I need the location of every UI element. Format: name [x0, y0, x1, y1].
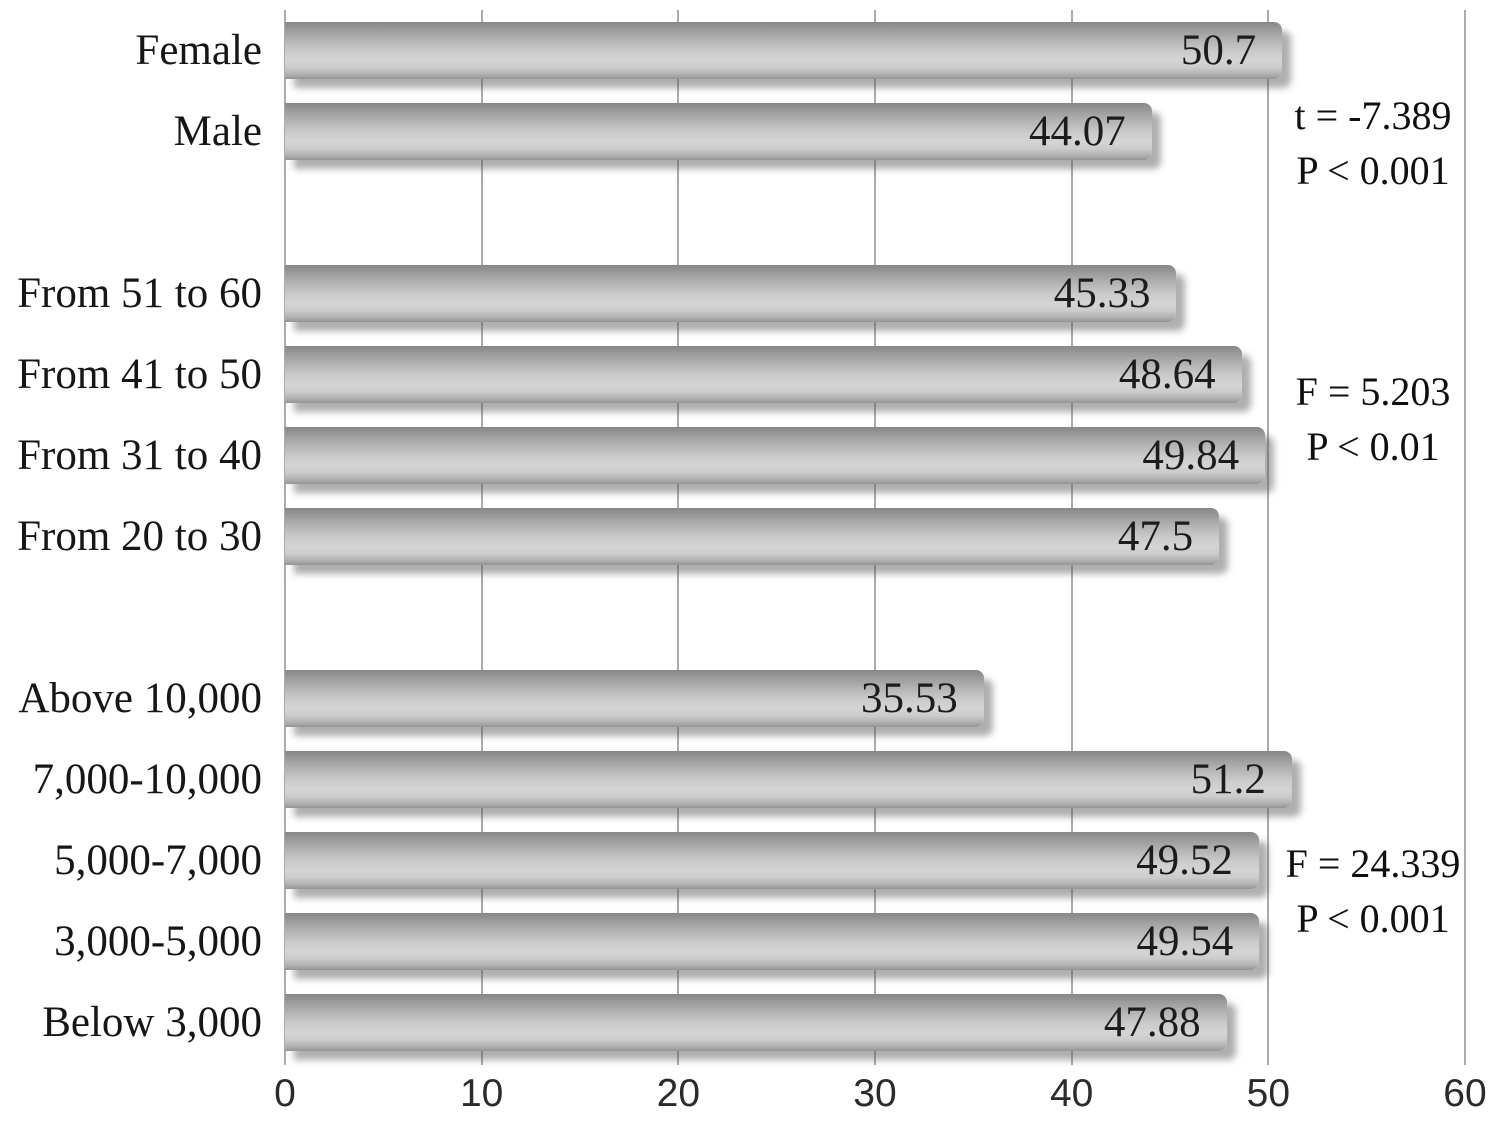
x-tick-label-30: 30 — [853, 1072, 897, 1115]
x-axis: 0 10 20 30 40 50 60 — [274, 1072, 1487, 1132]
annotation-line-income-2: P < 0.001 — [1296, 896, 1450, 941]
bar-value-label-5-000-7-000: 49.52 — [1136, 837, 1233, 884]
category-axis: Female Male From 51 to 60 From 41 to 50 From… — [0, 10, 262, 1063]
bar-value-label-above-10-000: 35.53 — [861, 675, 958, 722]
bar-value-label-7-000-10-000: 51.2 — [1190, 756, 1266, 803]
category-label-from-41-to-50: From 41 to 50 — [17, 351, 262, 398]
category-label-below-3-000: Below 3,000 — [42, 999, 262, 1046]
bar-value-label-3-000-5-000: 49.54 — [1136, 918, 1234, 965]
annotation-line-age-2: P < 0.01 — [1306, 424, 1440, 469]
bar-value-label-from-20-to-30: 47.5 — [1117, 513, 1194, 560]
gridline-x-50 — [1267, 10, 1270, 1065]
bar-3-000-5-000: 49.54 — [285, 913, 1260, 970]
category-label-3-000-5-000: 3,000-5,000 — [54, 918, 262, 965]
annotation-gender: t = -7.389 P < 0.001 — [1263, 88, 1483, 198]
bar-above-10-000: 35.53 — [285, 670, 984, 727]
bar-male: 44.07 — [285, 103, 1152, 160]
bar-value-label-male: 44.07 — [1028, 108, 1126, 155]
annotation-line-gender-1: t = -7.389 — [1294, 93, 1452, 138]
x-tick-label-20: 20 — [656, 1072, 701, 1115]
category-label-5-000-7-000: 5,000-7,000 — [54, 837, 262, 884]
bar-from-31-to-40: 49.84 — [285, 427, 1266, 484]
category-label-above-10-000: Above 10,000 — [18, 675, 262, 722]
bar-value-label-female: 50.7 — [1180, 27, 1257, 74]
category-label-female: Female — [135, 27, 262, 74]
x-tick-label-50: 50 — [1246, 1072, 1291, 1115]
x-tick-label-40: 40 — [1049, 1072, 1094, 1115]
category-label-from-20-to-30: From 20 to 30 — [17, 513, 262, 560]
annotation-line-gender-2: P < 0.001 — [1296, 148, 1450, 193]
x-tick-label-0: 0 — [274, 1072, 296, 1115]
annotation-line-income-1: F = 24.339 — [1285, 841, 1461, 886]
bar-female: 50.7 — [285, 22, 1283, 79]
bar-from-41-to-50: 48.64 — [285, 346, 1242, 403]
bar-5-000-7-000: 49.52 — [285, 832, 1259, 889]
bar-value-label-from-31-to-40: 49.84 — [1142, 432, 1240, 479]
annotation-line-age-1: F = 5.203 — [1295, 369, 1451, 414]
gridline-x-60 — [1464, 10, 1466, 1065]
annotation-age: F = 5.203 P < 0.01 — [1263, 364, 1483, 474]
bar-from-20-to-30: 47.5 — [285, 508, 1220, 565]
x-tick-label-10: 10 — [459, 1072, 504, 1115]
category-label-7-000-10-000: 7,000-10,000 — [32, 756, 262, 803]
plot-area: 50.7 44.07 45.33 48.64 49.84 47.5 35.53 51.2 49.… — [284, 10, 1466, 1065]
bar-below-3-000: 47.88 — [285, 994, 1227, 1051]
category-label-male: Male — [173, 108, 262, 155]
annotation-income: F = 24.339 P < 0.001 — [1263, 836, 1483, 946]
bar-from-51-to-60: 45.33 — [285, 265, 1177, 322]
category-label-from-51-to-60: From 51 to 60 — [17, 270, 262, 317]
bar-value-label-from-41-to-50: 48.64 — [1118, 351, 1216, 398]
bar-value-label-from-51-to-60: 45.33 — [1053, 270, 1151, 317]
category-label-from-31-to-40: From 31 to 40 — [17, 432, 262, 479]
bar-7-000-10-000: 51.2 — [285, 751, 1292, 808]
bar-value-label-below-3-000: 47.88 — [1103, 999, 1201, 1046]
x-tick-label-60: 60 — [1443, 1072, 1487, 1115]
